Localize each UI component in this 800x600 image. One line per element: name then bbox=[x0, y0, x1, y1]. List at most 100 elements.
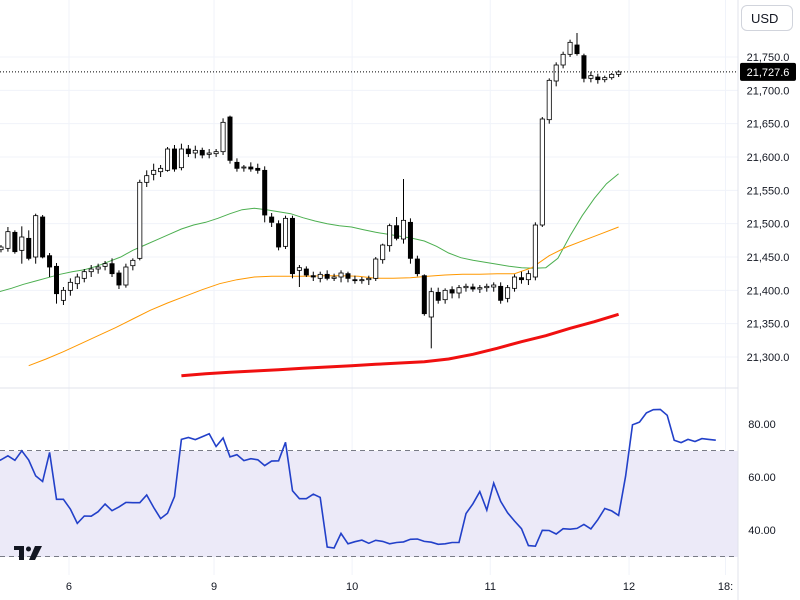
candle-body bbox=[560, 53, 566, 66]
price-tick-label: 21,750.0 bbox=[747, 52, 790, 64]
candle-body bbox=[456, 287, 462, 294]
rsi-series bbox=[0, 408, 716, 549]
candle bbox=[303, 266, 309, 278]
candle-body bbox=[352, 279, 358, 282]
candle-body bbox=[19, 236, 25, 251]
time-axis[interactable]: 6 9 10 11 12 18: bbox=[66, 581, 733, 593]
candle-body bbox=[602, 77, 608, 81]
candle bbox=[560, 51, 566, 69]
candle-body bbox=[33, 215, 39, 258]
candle-body bbox=[317, 273, 323, 279]
candle-body bbox=[248, 166, 254, 170]
price-axis[interactable]: 21,300.0 21,350.0 21,400.0 21,450.0 21,500.0… bbox=[747, 52, 790, 364]
candle bbox=[394, 217, 400, 241]
candle-body bbox=[324, 273, 330, 279]
candle-body bbox=[192, 149, 198, 154]
candle-body bbox=[67, 281, 73, 291]
candle-body bbox=[373, 258, 379, 279]
candle bbox=[213, 149, 219, 158]
ma-slow-line bbox=[181, 312, 620, 378]
candle-body bbox=[449, 289, 455, 294]
candle bbox=[477, 285, 483, 294]
candle-body bbox=[269, 216, 275, 223]
candle bbox=[12, 230, 18, 254]
candle-body bbox=[158, 167, 164, 173]
candle-body bbox=[532, 224, 538, 278]
price-tick-label: 21,300.0 bbox=[747, 352, 790, 364]
candle bbox=[463, 283, 469, 292]
candle bbox=[109, 258, 115, 278]
candle-body bbox=[303, 268, 309, 276]
candle bbox=[296, 265, 302, 288]
candle bbox=[400, 179, 406, 244]
candle-body bbox=[546, 79, 552, 121]
candle-body bbox=[262, 169, 268, 216]
price-tick-label: 21,500.0 bbox=[747, 219, 790, 231]
candle-body bbox=[185, 148, 191, 155]
candle-body bbox=[289, 217, 295, 275]
candle-body bbox=[498, 285, 504, 301]
time-tick-label: 11 bbox=[485, 581, 496, 593]
candle-body bbox=[310, 275, 316, 278]
candle bbox=[588, 71, 594, 83]
candle bbox=[532, 222, 538, 281]
candle-body bbox=[144, 175, 150, 183]
candle-body bbox=[470, 286, 476, 290]
candle bbox=[102, 261, 108, 271]
candle-body bbox=[5, 231, 11, 249]
candle bbox=[116, 270, 122, 290]
candle bbox=[165, 147, 171, 172]
candle bbox=[40, 215, 46, 259]
candle bbox=[609, 73, 615, 80]
candle bbox=[449, 286, 455, 299]
candle bbox=[33, 213, 39, 264]
candle bbox=[255, 163, 261, 174]
candle-body bbox=[574, 44, 580, 55]
candle-body bbox=[442, 289, 448, 301]
candle-body bbox=[539, 118, 545, 226]
candle-body bbox=[505, 287, 511, 299]
candle-body bbox=[199, 149, 205, 156]
candle bbox=[380, 243, 386, 264]
currency-selector-button[interactable]: USD bbox=[741, 5, 793, 31]
candle-body bbox=[394, 225, 400, 239]
candle-body bbox=[421, 275, 427, 315]
candle-body bbox=[116, 272, 122, 286]
rsi-axis[interactable]: 40.00 60.00 80.00 bbox=[748, 419, 776, 537]
candlestick-series bbox=[0, 32, 622, 349]
candle bbox=[144, 170, 150, 188]
candle-body bbox=[359, 279, 365, 282]
candle bbox=[338, 270, 344, 283]
candle-body bbox=[296, 267, 302, 271]
candle-body bbox=[102, 263, 108, 267]
candle-body bbox=[0, 246, 4, 251]
candle bbox=[442, 288, 448, 304]
candle bbox=[234, 158, 240, 172]
candle-body bbox=[400, 219, 406, 240]
candle-body bbox=[491, 284, 497, 288]
price-tick-label: 21,700.0 bbox=[747, 85, 790, 97]
candle-body bbox=[47, 255, 53, 268]
candle-body bbox=[276, 223, 282, 248]
candle-body bbox=[234, 161, 240, 169]
candle bbox=[151, 163, 157, 181]
candle bbox=[220, 118, 226, 156]
candle-body bbox=[463, 285, 469, 289]
moving-averages bbox=[0, 173, 620, 378]
candle bbox=[324, 270, 330, 281]
candle bbox=[505, 285, 511, 303]
candle-body bbox=[567, 41, 573, 55]
candle-body bbox=[137, 181, 143, 259]
candle bbox=[95, 263, 101, 274]
candle-body bbox=[380, 244, 386, 261]
candle-body bbox=[345, 273, 351, 279]
candle-body bbox=[88, 268, 94, 273]
candle bbox=[414, 255, 420, 277]
candle bbox=[546, 78, 552, 124]
candle bbox=[366, 275, 372, 286]
candle bbox=[123, 263, 129, 288]
price-tick-label: 21,350.0 bbox=[747, 319, 790, 331]
candle bbox=[359, 277, 365, 284]
candle bbox=[54, 263, 60, 304]
